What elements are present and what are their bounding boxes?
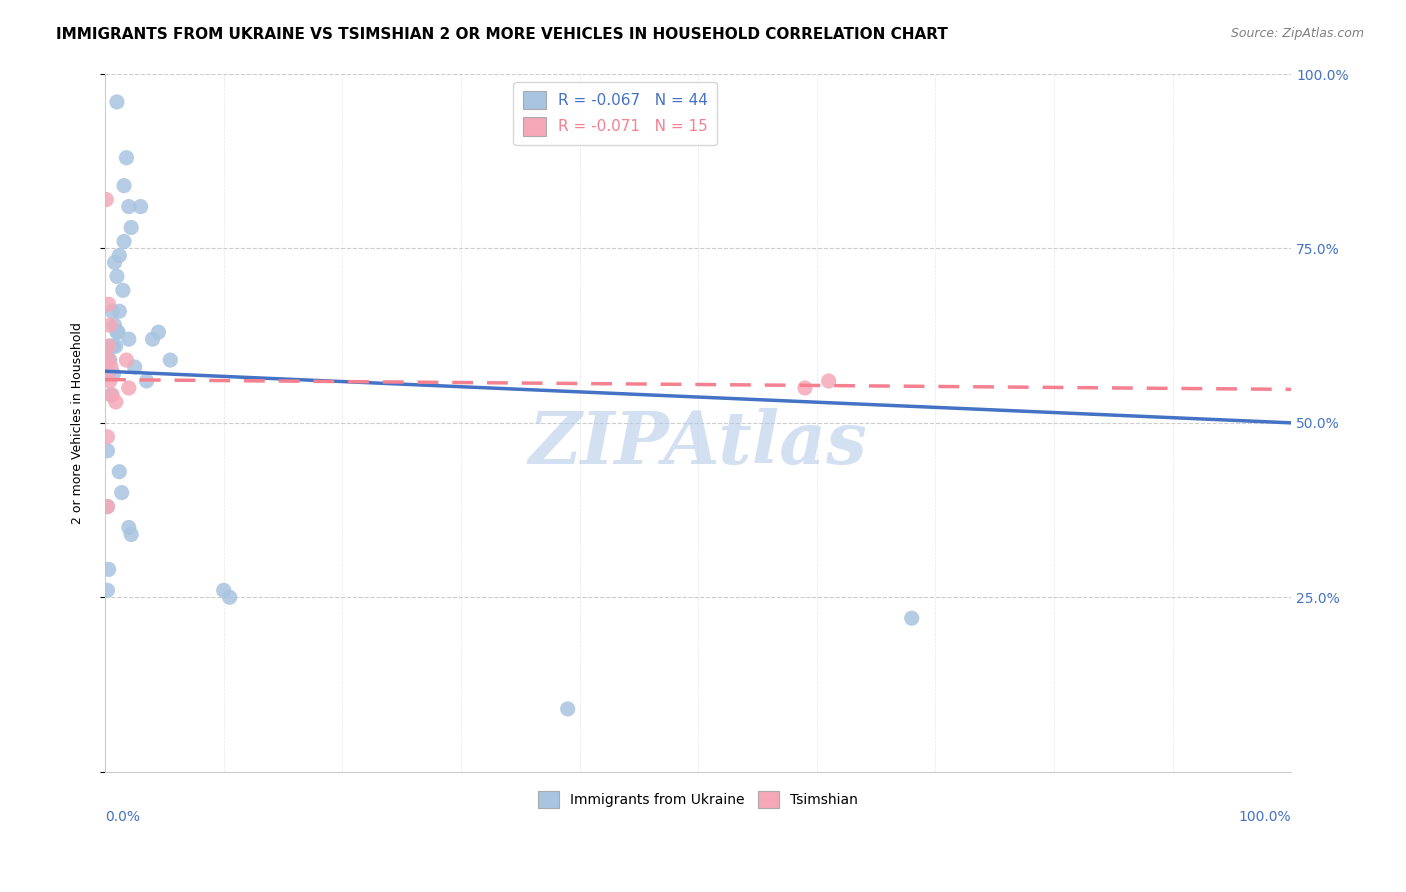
Point bbox=[111, 485, 134, 500]
Point bbox=[96, 430, 118, 444]
Point bbox=[118, 520, 141, 534]
Point bbox=[105, 325, 128, 339]
Point bbox=[107, 325, 129, 339]
Point bbox=[120, 220, 142, 235]
Point bbox=[100, 359, 122, 374]
Point bbox=[103, 318, 125, 333]
Point bbox=[97, 297, 120, 311]
Point bbox=[120, 527, 142, 541]
Point bbox=[105, 269, 128, 284]
Point bbox=[112, 178, 135, 193]
Text: Source: ZipAtlas.com: Source: ZipAtlas.com bbox=[1230, 27, 1364, 40]
Point bbox=[98, 353, 121, 368]
Point bbox=[98, 339, 121, 353]
Point bbox=[794, 381, 817, 395]
Point bbox=[96, 443, 118, 458]
Point bbox=[115, 151, 138, 165]
Point bbox=[218, 591, 240, 605]
Point bbox=[135, 374, 157, 388]
Point bbox=[108, 248, 131, 262]
Y-axis label: 2 or more Vehicles in Household: 2 or more Vehicles in Household bbox=[72, 322, 84, 524]
Text: IMMIGRANTS FROM UKRAINE VS TSIMSHIAN 2 OR MORE VEHICLES IN HOUSEHOLD CORRELATION: IMMIGRANTS FROM UKRAINE VS TSIMSHIAN 2 O… bbox=[56, 27, 948, 42]
Point bbox=[96, 500, 118, 514]
Point bbox=[103, 339, 125, 353]
Legend: Immigrants from Ukraine, Tsimshian: Immigrants from Ukraine, Tsimshian bbox=[533, 786, 863, 814]
Point bbox=[104, 395, 127, 409]
Point bbox=[212, 583, 235, 598]
Point bbox=[124, 359, 146, 374]
Point bbox=[101, 304, 124, 318]
Point bbox=[101, 339, 124, 353]
Text: 0.0%: 0.0% bbox=[105, 810, 141, 824]
Point bbox=[103, 367, 125, 381]
Point bbox=[115, 353, 138, 368]
Point bbox=[118, 381, 141, 395]
Point bbox=[148, 325, 170, 339]
Point bbox=[98, 374, 121, 388]
Text: 100.0%: 100.0% bbox=[1239, 810, 1291, 824]
Point bbox=[141, 332, 163, 346]
Text: ZIPAtlas: ZIPAtlas bbox=[529, 409, 868, 479]
Point bbox=[100, 388, 122, 402]
Point bbox=[101, 388, 124, 402]
Point bbox=[97, 353, 120, 368]
Point bbox=[96, 353, 118, 368]
Point bbox=[96, 500, 118, 514]
Point bbox=[98, 318, 121, 333]
Point bbox=[97, 367, 120, 381]
Point bbox=[129, 200, 152, 214]
Point bbox=[817, 374, 839, 388]
Point bbox=[96, 583, 118, 598]
Point bbox=[97, 353, 120, 368]
Point bbox=[159, 353, 181, 368]
Point bbox=[118, 200, 141, 214]
Point bbox=[97, 339, 120, 353]
Point bbox=[105, 95, 128, 109]
Point bbox=[900, 611, 922, 625]
Point bbox=[108, 304, 131, 318]
Point bbox=[118, 332, 141, 346]
Point bbox=[111, 283, 134, 297]
Point bbox=[104, 339, 127, 353]
Point bbox=[112, 235, 135, 249]
Point bbox=[557, 702, 579, 716]
Point bbox=[96, 193, 118, 207]
Point bbox=[108, 465, 131, 479]
Point bbox=[97, 562, 120, 576]
Point bbox=[103, 255, 125, 269]
